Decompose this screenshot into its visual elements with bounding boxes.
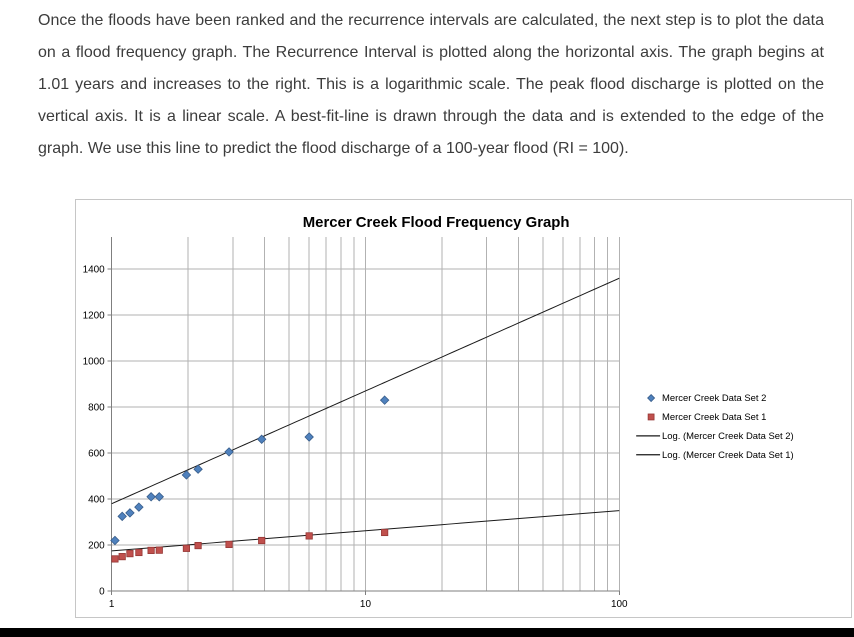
square-marker <box>111 555 119 563</box>
diamond-marker <box>224 447 234 457</box>
square-marker <box>135 548 143 557</box>
diamond-marker <box>379 395 390 405</box>
x-tick-label: 10 <box>360 599 372 610</box>
gridlines <box>111 236 620 592</box>
diamond-marker <box>181 470 192 480</box>
axis-tick-labels: 0 200 400 600 800 1000 1200 1400 1 10 100 <box>83 265 628 611</box>
y-tick-label: 1000 <box>83 357 106 368</box>
intro-paragraph: Once the floods have been ranked and the… <box>38 12 824 157</box>
square-marker <box>194 541 202 550</box>
square-marker <box>147 546 155 554</box>
square-marker <box>182 544 191 552</box>
legend-label: Mercer Creek Data Set 2 <box>662 393 766 404</box>
legend-label: Log. (Mercer Creek Data Set 1) <box>662 450 794 461</box>
legend-label: Mercer Creek Data Set 1 <box>662 412 766 423</box>
diamond-marker <box>125 508 135 518</box>
square-marker <box>258 536 266 545</box>
diamond-marker <box>256 434 267 445</box>
square-marker <box>155 546 163 554</box>
x-tick-label: 100 <box>611 599 628 610</box>
bottom-edge-bar <box>0 628 854 637</box>
y-tick-label: 1400 <box>83 265 106 276</box>
diamond-marker <box>146 492 156 502</box>
diamond-marker <box>110 535 120 546</box>
chart-frame: 0 200 400 600 800 1000 1200 1400 1 10 100 Mercer Cr… <box>75 199 852 618</box>
chart-title: Mercer Creek Flood Frequency Graph <box>303 214 570 231</box>
y-tick-label: 600 <box>88 449 105 460</box>
diamond-marker <box>304 432 314 442</box>
series-2-points <box>111 528 389 563</box>
diamond-marker <box>134 502 144 512</box>
y-tick-label: 1200 <box>83 311 106 322</box>
trendline-1 <box>111 277 620 505</box>
diamond-marker <box>193 464 203 474</box>
axes <box>107 236 620 596</box>
square-marker <box>381 528 389 537</box>
legend-diamond-icon <box>647 394 656 403</box>
square-marker <box>126 550 134 558</box>
y-tick-label: 400 <box>88 495 105 506</box>
diamond-marker <box>154 492 165 502</box>
legend-square-icon <box>647 413 655 421</box>
x-tick-label: 1 <box>109 599 115 610</box>
square-marker <box>225 540 233 549</box>
y-tick-label: 800 <box>88 403 105 414</box>
diamond-marker <box>117 511 127 522</box>
legend-label: Log. (Mercer Creek Data Set 2) <box>662 431 794 442</box>
series-1-points <box>110 395 390 546</box>
y-tick-label: 200 <box>88 541 105 552</box>
flood-frequency-chart: 0 200 400 600 800 1000 1200 1400 1 10 100 Mercer Cr… <box>83 214 794 611</box>
chart-legend: Mercer Creek Data Set 2 Mercer Creek Data… <box>636 393 794 461</box>
square-marker <box>118 553 126 561</box>
square-marker <box>305 532 313 540</box>
y-tick-label: 0 <box>99 587 105 598</box>
